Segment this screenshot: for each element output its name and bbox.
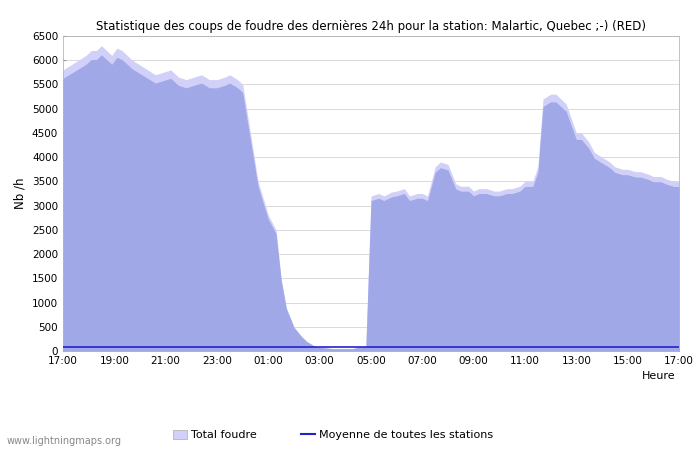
Title: Statistique des coups de foudre des dernières 24h pour la station: Malartic, Que: Statistique des coups de foudre des dern… [96,20,646,33]
Text: www.lightningmaps.org: www.lightningmaps.org [7,436,122,446]
Y-axis label: Nb /h: Nb /h [13,178,27,209]
Text: Heure: Heure [642,371,675,381]
